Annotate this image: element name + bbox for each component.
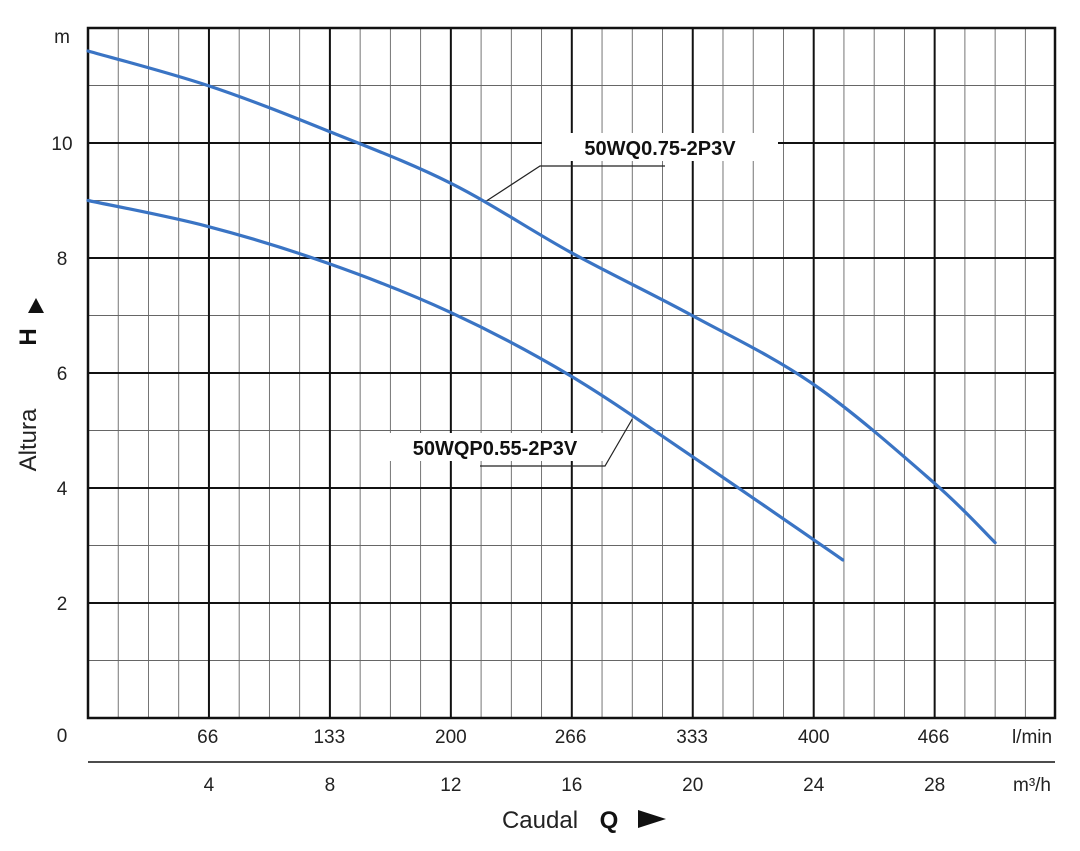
x-tick-labels-m3h: 4 8 12 16 20 24 28 [204, 775, 946, 796]
curve-label-1: 50WQ0.75-2P3V [584, 138, 736, 160]
x-tick-label-m3h: 4 [204, 775, 215, 796]
x-tick-label-lmin: 200 [435, 727, 467, 748]
y-tick-label: 8 [57, 249, 68, 270]
x-tick-label-lmin: 133 [313, 727, 345, 748]
x-tick-label-lmin: 266 [555, 727, 587, 748]
major-grid [88, 28, 1055, 718]
y-tick-label: 10 [51, 134, 72, 155]
y-tick-labels: 0 2 4 6 8 10 [51, 134, 72, 747]
x-tick-label-m3h: 28 [924, 775, 945, 796]
x-unit-primary-label: l/min [1012, 727, 1052, 748]
y-axis-symbol: H [15, 328, 42, 345]
y-unit-label: m [54, 27, 70, 48]
x-tick-label-m3h: 20 [682, 775, 703, 796]
curve-label-2: 50WQP0.55-2P3V [413, 438, 578, 460]
x-tick-label-lmin: 400 [798, 727, 830, 748]
x-axis-title: Caudal Q [502, 807, 666, 834]
x-tick-label-m3h: 12 [440, 775, 461, 796]
curve-label-2-leader [480, 418, 633, 467]
x-unit-secondary-label: m³/h [1013, 775, 1051, 796]
y-tick-label: 0 [57, 726, 68, 747]
y-axis-label: Altura [15, 408, 42, 471]
x-axis-label: Caudal [502, 807, 578, 834]
y-axis-arrow-icon [28, 298, 44, 313]
curve-label-1-bg [542, 133, 778, 161]
y-axis-title: Altura H [15, 298, 44, 471]
x-tick-label-m3h: 8 [325, 775, 336, 796]
x-axis-arrow-icon [638, 810, 666, 828]
curves [86, 49, 997, 562]
x-tick-label-lmin: 333 [676, 727, 708, 748]
x-tick-labels-lmin: 66 133 200 266 333 400 466 [197, 727, 949, 748]
curve-line-2 [86, 198, 845, 562]
label-leaders: 50WQ0.75-2P3V 50WQP0.55-2P3V [383, 133, 778, 467]
y-tick-label: 2 [57, 594, 68, 615]
x-tick-label-m3h: 16 [561, 775, 582, 796]
curve-label-1-leader [486, 165, 665, 202]
curve-line-1 [86, 49, 997, 545]
x-tick-label-m3h: 24 [803, 775, 825, 796]
x-tick-label-lmin: 66 [197, 727, 218, 748]
plot-frame [86, 26, 1057, 720]
curve-label-2-bg [383, 433, 607, 461]
y-tick-label: 4 [57, 479, 68, 500]
y-tick-label: 6 [57, 364, 68, 385]
x-axis-symbol: Q [600, 807, 619, 834]
x-tick-label-lmin: 466 [918, 727, 950, 748]
